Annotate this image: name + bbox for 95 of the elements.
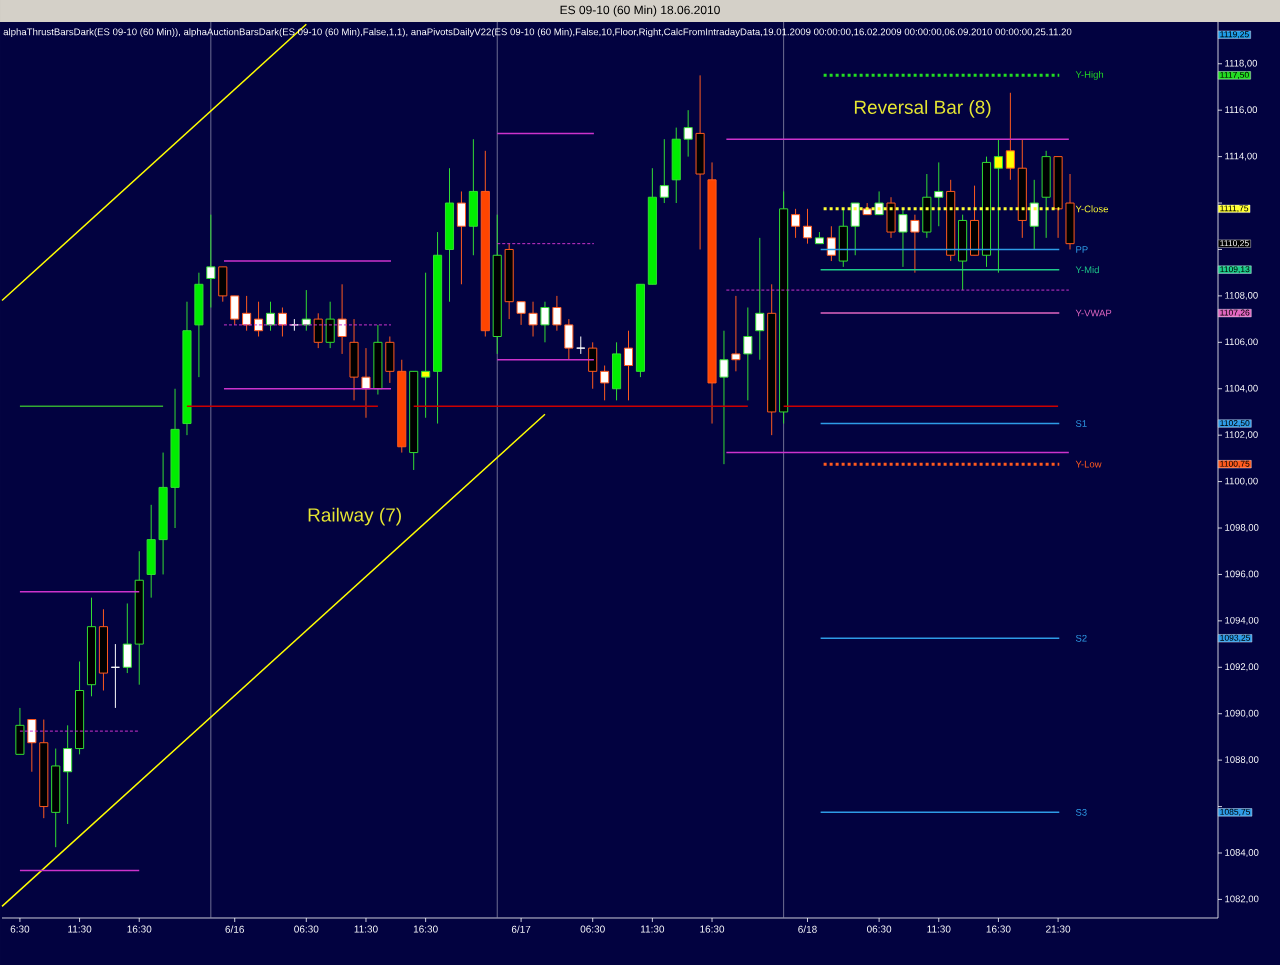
text: alphaThrustBarsDark(ES 09-10 (60 Min)), alphaAuctionBarsDark(ES 09-10 (60 Min),False,1,1), anaPivotsDailyV22(ES 09-10 (60 Min),False,10,Floor,Right,CalcFromIntradayData,19.01.2009 00:00:00,16.02.2009 00:00:00,06.09.2010 00:00:00,25.11.20 <box>3 28 1072 38</box>
chart-title: ES 09-10 (60 Min) 18.06.2010 <box>560 5 720 17</box>
candlestick <box>540 301 550 343</box>
y-tick-label: 1088,00 <box>1225 756 1259 765</box>
candlestick <box>456 190 466 285</box>
x-tick-label: 6/18 <box>798 925 817 933</box>
candlestick <box>1005 92 1015 181</box>
y-tick-label: 1082,00 <box>1225 895 1259 904</box>
series-label: Y-Mid <box>1075 266 1099 274</box>
candlestick <box>910 214 920 274</box>
candlestick <box>993 138 1003 274</box>
candlestick <box>63 724 73 825</box>
annotation: Railway (7) <box>308 507 401 526</box>
series-label: S3 <box>1075 809 1087 816</box>
series-label: S1 <box>1075 420 1087 427</box>
x-tick-label: 11:30 <box>927 925 951 933</box>
series-label: Y-VWAP <box>1075 309 1112 317</box>
candlestick <box>301 289 311 332</box>
x-tick-label: 06:30 <box>294 925 319 933</box>
x-tick-label: 16:30 <box>413 925 438 933</box>
x-tick-label: 21:30 <box>1046 925 1071 933</box>
candlestick <box>325 301 335 349</box>
series-label: Y-Close <box>1075 205 1108 213</box>
x-tick-label: 6:30 <box>10 925 30 933</box>
candlestick <box>731 295 741 372</box>
y-tick-label: 1090,00 <box>1225 709 1259 718</box>
x-tick-label: 11:30 <box>640 925 665 933</box>
x-tick-label: 11:30 <box>354 925 378 933</box>
y-tick-label: 1100,00 <box>1225 477 1258 486</box>
text: 1093,25 <box>1220 634 1251 642</box>
y-tick-label: 1096,00 <box>1225 570 1259 579</box>
x-tick-label: 16:30 <box>127 925 152 933</box>
text: 1102,50 <box>1220 420 1250 428</box>
y-tick-label: 1114,00 <box>1225 152 1258 161</box>
candlestick <box>659 138 669 204</box>
candlestick <box>421 272 431 419</box>
text: 1119,25 <box>1220 31 1249 39</box>
candlestick <box>588 341 598 390</box>
candlestick <box>850 202 860 256</box>
y-tick-label: 1092,00 <box>1225 663 1259 672</box>
series-label: Y-High <box>1075 70 1104 80</box>
y-tick-label: 1094,00 <box>1225 616 1259 625</box>
text: 1085,75 <box>1220 808 1251 816</box>
candlestick <box>277 306 287 338</box>
candlestick <box>206 214 216 308</box>
candlestick <box>743 306 753 401</box>
candlestick <box>802 208 813 245</box>
candlestick <box>1029 179 1039 250</box>
y-tick-label: 1102,00 <box>1225 431 1258 440</box>
candlestick <box>934 161 944 227</box>
x-tick-label: 06:30 <box>580 925 605 933</box>
candlestick <box>361 347 371 419</box>
x-tick-label: 16:30 <box>986 925 1011 933</box>
annotation: Reversal Bar (8) <box>854 100 991 118</box>
text: 1107,26 <box>1220 309 1250 317</box>
candlestick <box>27 719 37 773</box>
y-tick-label: 1116,00 <box>1225 106 1258 115</box>
candlestick <box>719 330 729 465</box>
y-tick-label: 1108,00 <box>1225 291 1258 300</box>
candlestick <box>254 301 264 338</box>
candlestick <box>564 318 574 361</box>
candlestick <box>552 295 562 332</box>
series-label: PP <box>1076 246 1088 253</box>
series-label: Y-Low <box>1075 460 1102 468</box>
candlestick <box>516 301 526 326</box>
candlestick <box>791 208 801 239</box>
x-tick-label: 16:30 <box>700 925 725 933</box>
candlestick <box>623 330 634 401</box>
candlestick <box>528 301 538 338</box>
candlestick <box>313 312 323 349</box>
text: 1100,75 <box>1220 460 1250 468</box>
x-tick-label: 11:30 <box>68 925 92 933</box>
y-tick-label: 1106,00 <box>1225 338 1258 347</box>
series-label: S2 <box>1075 634 1087 642</box>
candlestick <box>122 602 132 674</box>
y-tick-label: 1098,00 <box>1225 524 1259 532</box>
candlestick <box>755 237 765 361</box>
candlestick <box>230 295 240 326</box>
text: 1109,13 <box>1220 266 1250 274</box>
candlestick <box>265 301 276 332</box>
candlestick <box>242 295 252 332</box>
x-tick-label: 6/17 <box>511 925 531 933</box>
y-tick-label: 1118,00 <box>1225 59 1258 68</box>
text: 1111,75 <box>1220 205 1249 213</box>
candlestick <box>337 283 347 355</box>
candlestick <box>826 225 836 262</box>
text: 1110,25 <box>1220 240 1249 248</box>
y-tick-label: 1104,00 <box>1225 384 1258 393</box>
candlestick <box>898 208 908 268</box>
x-tick-label: 6/16 <box>225 925 244 933</box>
candlestick <box>683 109 693 158</box>
y-tick-label: 1084,00 <box>1225 849 1259 857</box>
text: 1117,50 <box>1220 71 1249 79</box>
x-tick-label: 06:30 <box>866 925 892 933</box>
candlestick <box>600 365 610 401</box>
